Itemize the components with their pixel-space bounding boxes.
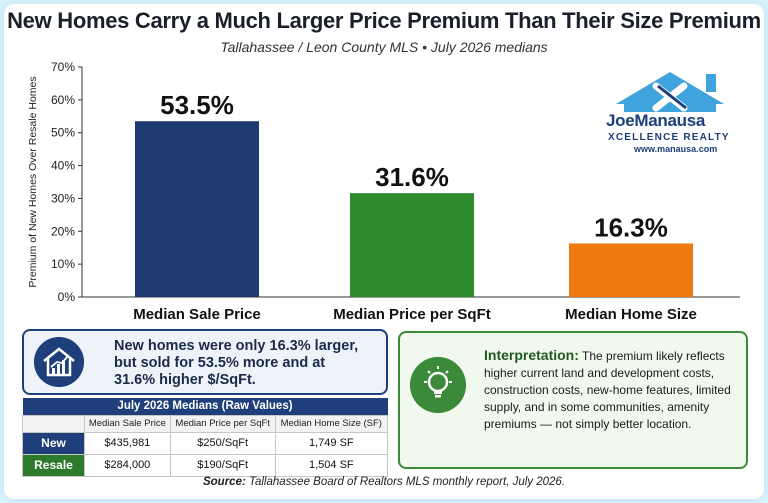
y-tick-label: 70% bbox=[51, 60, 75, 74]
logo-name: JoeManausa bbox=[606, 111, 706, 130]
page-subtitle: Tallahassee / Leon County MLS • July 202… bbox=[220, 39, 548, 55]
bar-value-label: 31.6% bbox=[375, 162, 449, 192]
table-cell: $250/SqFt bbox=[169, 431, 276, 455]
summary-text: New homes were only 16.3% larger, but so… bbox=[114, 338, 384, 389]
x-category-label: Median Sale Price bbox=[133, 306, 261, 323]
y-tick-label: 50% bbox=[51, 126, 75, 140]
x-category-label: Median Price per SqFt bbox=[333, 306, 491, 323]
raw-values-table: July 2026 Medians (Raw Values) Median Sa… bbox=[22, 398, 389, 477]
y-tick-label: 40% bbox=[51, 159, 75, 173]
bar bbox=[569, 243, 693, 297]
interpretation-text: Interpretation: The premium likely refle… bbox=[484, 347, 742, 433]
summary-line-1: New homes were only 16.3% larger, bbox=[114, 338, 359, 354]
interpretation-body: The premium likely reflects higher curre… bbox=[484, 349, 731, 431]
logo-tagline: XCELLENCE REALTY bbox=[608, 132, 730, 143]
table-cell: $435,981 bbox=[84, 431, 171, 455]
bar bbox=[350, 193, 474, 297]
table-row: New $435,981 $250/SqFt 1,749 SF bbox=[22, 431, 389, 455]
interpretation-heading: Interpretation: bbox=[484, 347, 579, 363]
bar-chart: 0% 10% 20% 30% 40% 50% 60% 70% Premium of New Ho… bbox=[27, 60, 740, 323]
summary-line-3: 31.6% higher $/SqFt. bbox=[114, 372, 256, 388]
y-tick-label: 60% bbox=[51, 93, 75, 107]
table-cell: 1,504 SF bbox=[274, 453, 389, 477]
table-cell: $190/SqFt bbox=[169, 453, 276, 477]
row-label-resale: Resale bbox=[22, 453, 85, 477]
table-header-price-per-sqft: Median Price per SqFt bbox=[169, 414, 276, 433]
logo-url: www.manausa.com bbox=[634, 144, 718, 154]
table-row: Resale $284,000 $190/SqFt 1,504 SF bbox=[22, 453, 389, 477]
house-chart-icon bbox=[34, 337, 84, 387]
summary-line-2: but sold for 53.5% more and at bbox=[114, 355, 326, 371]
source-label: Source: bbox=[202, 476, 246, 488]
lightbulb-icon bbox=[410, 357, 466, 413]
bar bbox=[135, 121, 259, 297]
table-header-blank bbox=[22, 414, 85, 433]
table-cell: 1,749 SF bbox=[274, 431, 389, 455]
table-header-home-size: Median Home Size (SF) bbox=[274, 414, 389, 433]
y-tick-label: 0% bbox=[58, 290, 76, 304]
bar-value-label: 53.5% bbox=[160, 90, 234, 120]
table-caption: July 2026 Medians (Raw Values) bbox=[22, 398, 388, 415]
interpretation-box: Interpretation: The premium likely refle… bbox=[398, 331, 748, 469]
source-text: Tallahassee Board of Realtors MLS monthl… bbox=[249, 476, 566, 488]
house-logo-icon bbox=[616, 72, 724, 112]
summary-callout: New homes were only 16.3% larger, but so… bbox=[22, 329, 388, 395]
table-header-sale-price: Median Sale Price bbox=[84, 414, 171, 433]
y-tick-label: 10% bbox=[51, 257, 75, 271]
y-tick-label: 30% bbox=[51, 191, 75, 205]
y-tick-label: 20% bbox=[51, 224, 75, 238]
table-cell: $284,000 bbox=[84, 453, 171, 477]
row-label-new: New bbox=[22, 431, 85, 455]
page-title: New Homes Carry a Much Larger Price Prem… bbox=[7, 8, 761, 33]
source-note: Source: Tallahassee Board of Realtors ML… bbox=[0, 476, 768, 488]
x-category-label: Median Home Size bbox=[565, 306, 697, 323]
bar-value-label: 16.3% bbox=[594, 212, 668, 242]
y-axis-label: Premium of New Homes Over Resale Homes bbox=[27, 76, 39, 287]
